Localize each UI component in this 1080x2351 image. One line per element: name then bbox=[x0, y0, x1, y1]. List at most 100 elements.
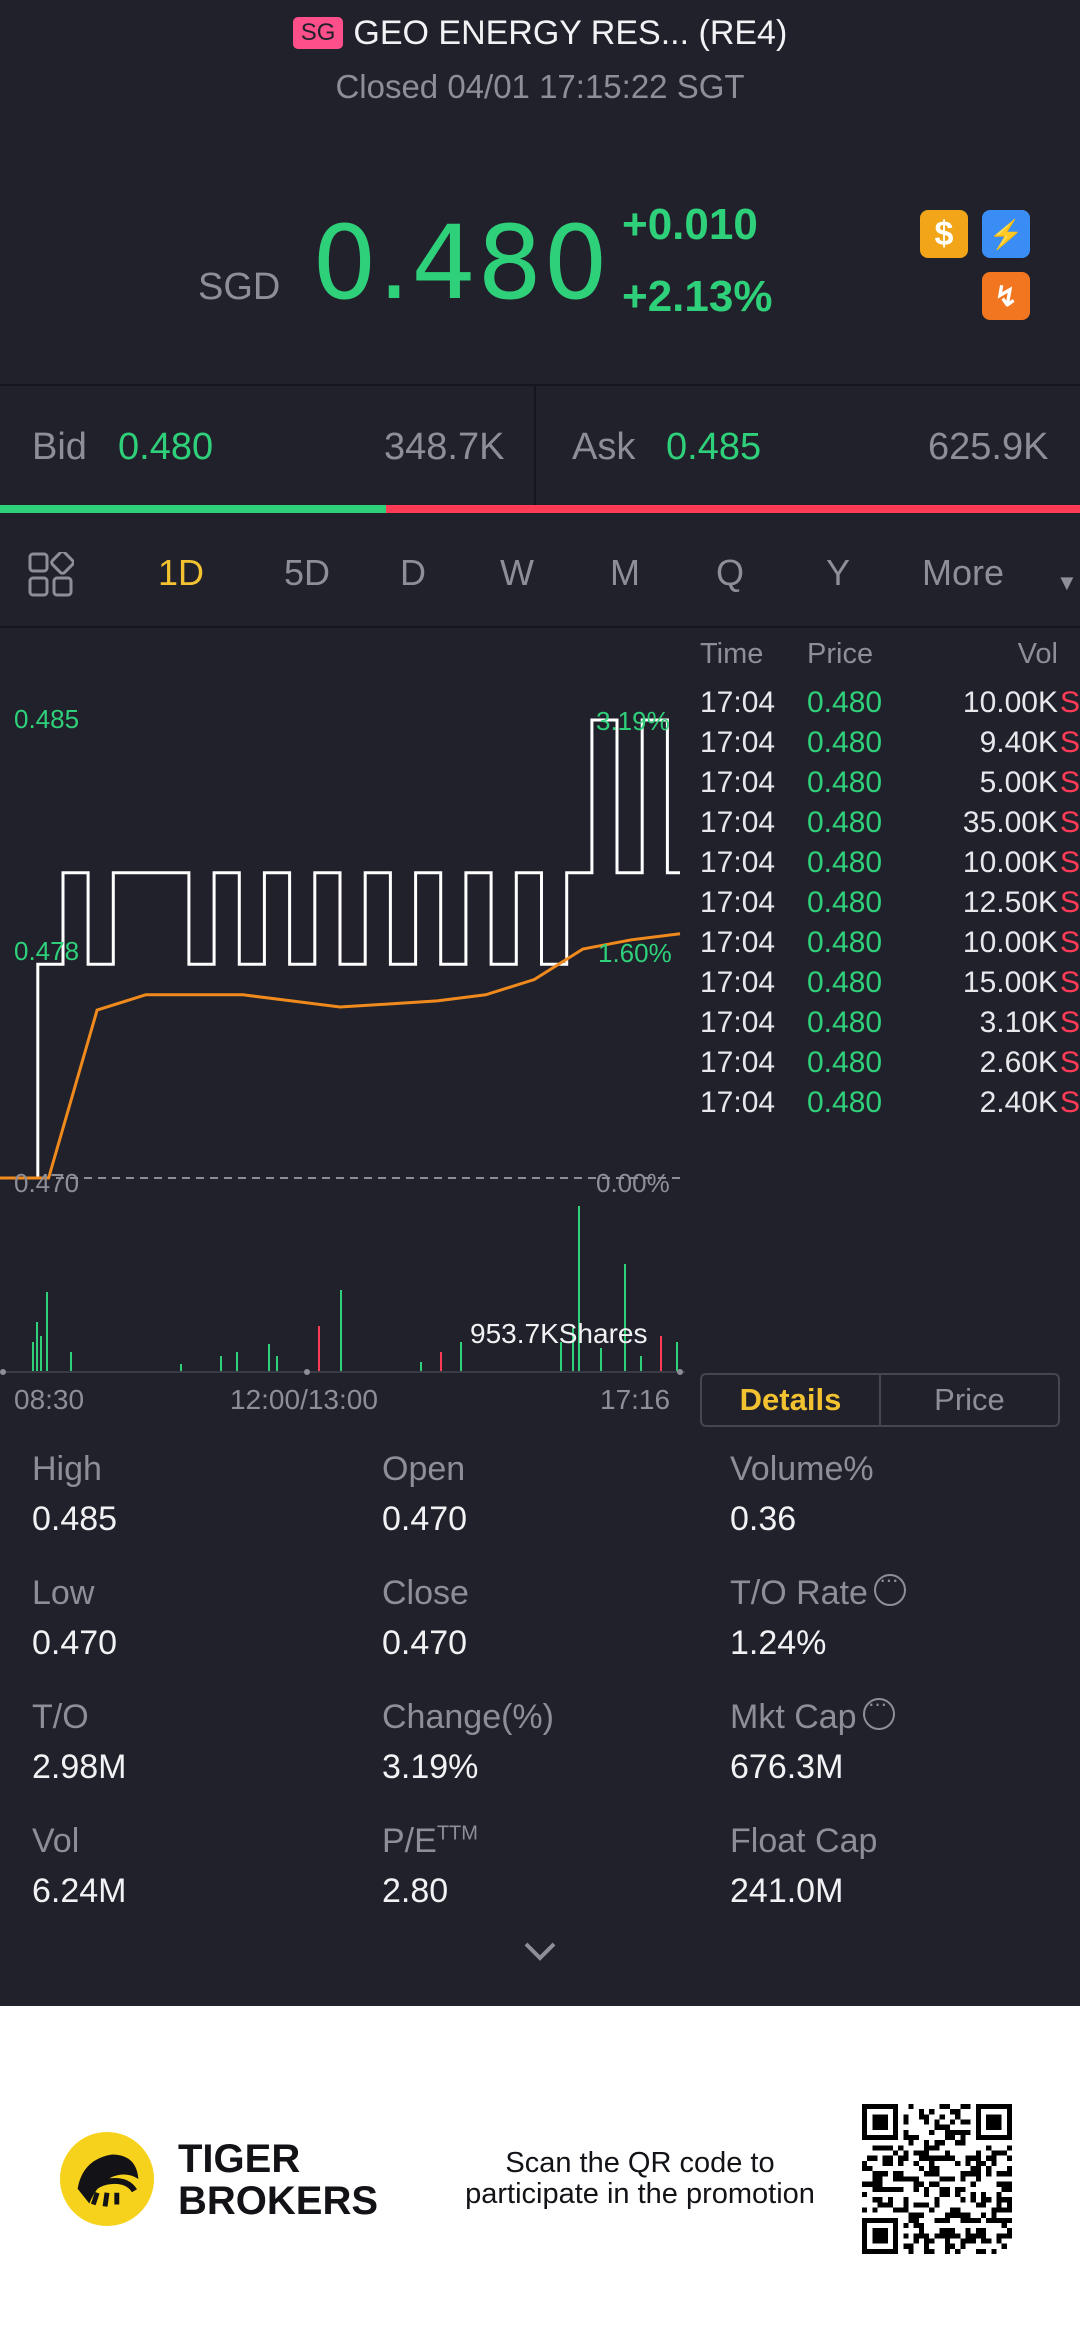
volume-bar bbox=[420, 1362, 422, 1372]
price-line bbox=[0, 718, 680, 1180]
tab-1d[interactable]: 1D bbox=[158, 552, 205, 593]
stat-change-label: Change(%) bbox=[382, 1698, 554, 1736]
info-icon[interactable] bbox=[873, 1567, 906, 1606]
flash-icon[interactable]: ⚡ bbox=[982, 210, 1030, 258]
segment-details[interactable]: Details bbox=[702, 1375, 881, 1425]
trade-time: 17:04 bbox=[700, 1006, 776, 1039]
y-label-high: 0.485 bbox=[14, 704, 80, 734]
stat-change-value: 3.19% bbox=[382, 1748, 479, 1786]
more-caret-icon[interactable]: ▼ bbox=[1056, 570, 1078, 595]
volume-bar bbox=[180, 1364, 182, 1372]
stat-float-cap-label: Float Cap bbox=[730, 1822, 878, 1860]
trade-vol: 2.60K bbox=[979, 1046, 1058, 1079]
intraday-chart[interactable] bbox=[0, 630, 690, 1380]
trade-vol: 3.10K bbox=[979, 1006, 1058, 1039]
volume-bar bbox=[40, 1336, 42, 1372]
bid-label: Bid bbox=[32, 426, 87, 468]
volume-bar bbox=[640, 1356, 642, 1372]
info-icon[interactable] bbox=[862, 1691, 895, 1730]
trade-price: 0.480 bbox=[807, 966, 883, 999]
period-tabs: 1D 5D D W M Q Y More ▼ bbox=[0, 530, 1080, 628]
trade-price: 0.480 bbox=[807, 766, 883, 799]
trade-row: 17:04 0.480 2.60K S bbox=[700, 1032, 1080, 1092]
pct-label-high: 3.19% bbox=[596, 706, 670, 736]
segment-price[interactable]: Price bbox=[934, 1382, 1005, 1417]
stat-pe-label: P/ETTM bbox=[382, 1822, 478, 1860]
trade-price: 0.480 bbox=[807, 686, 883, 719]
trade-price: 0.480 bbox=[807, 1046, 883, 1079]
volume-bars bbox=[32, 1206, 678, 1372]
stat-volume-pct-label: Volume% bbox=[730, 1450, 874, 1488]
brand-name: TIGER BROKERS bbox=[178, 2137, 379, 2223]
stat-mkt-cap-value: 676.3M bbox=[730, 1748, 844, 1786]
trade-time: 17:04 bbox=[700, 686, 776, 719]
trades-segment: Details Price bbox=[700, 1373, 1060, 1427]
trade-row: 17:04 0.480 10.00K S bbox=[700, 832, 1080, 892]
trade-row: 17:04 0.480 10.00K S bbox=[700, 912, 1080, 972]
stat-open-label: Open bbox=[382, 1450, 466, 1488]
tab-d[interactable]: D bbox=[400, 552, 426, 593]
grid-icon[interactable] bbox=[28, 552, 74, 598]
trade-time: 17:04 bbox=[700, 1046, 776, 1079]
trade-vol: 2.40K bbox=[979, 1086, 1058, 1119]
trade-side: S bbox=[1059, 886, 1080, 919]
col-time: Time bbox=[700, 638, 764, 670]
volume-bar bbox=[560, 1342, 562, 1372]
tab-more[interactable]: More bbox=[922, 552, 1005, 593]
time-label-close: 17:16 bbox=[600, 1384, 671, 1415]
tab-5d[interactable]: 5D bbox=[284, 552, 331, 593]
trade-row: 17:04 0.480 10.00K S bbox=[700, 672, 1080, 732]
trade-time: 17:04 bbox=[700, 1086, 776, 1119]
y-label-low: 0.470 bbox=[14, 1168, 80, 1198]
trade-side: S bbox=[1059, 1086, 1080, 1119]
trade-side: S bbox=[1059, 1046, 1080, 1079]
time-and-sales[interactable]: Time Price Vol 17:04 0.480 10.00K S 17:04 0.4… bbox=[700, 630, 1080, 1350]
tab-m[interactable]: M bbox=[610, 552, 640, 593]
pct-label-mid: 1.60% bbox=[598, 938, 672, 968]
stat-low-label: Low bbox=[32, 1574, 95, 1612]
ask-price: 0.485 bbox=[666, 426, 762, 468]
trade-price: 0.480 bbox=[807, 726, 883, 759]
change-absolute: +0.010 bbox=[622, 200, 758, 249]
axis-dot bbox=[304, 1369, 310, 1375]
trade-side: S bbox=[1059, 766, 1080, 799]
dollar-icon[interactable]: $ bbox=[920, 210, 968, 258]
stat-high-value: 0.485 bbox=[32, 1500, 118, 1538]
trade-row: 17:04 0.480 2.40K S bbox=[700, 1072, 1080, 1132]
chevron-down-icon[interactable] bbox=[520, 1936, 560, 1966]
bid-ask-bar[interactable]: Bid 0.480 348.7K Ask 0.485 625.9K bbox=[0, 384, 1080, 506]
stat-to-rate-label: T/O Rate bbox=[730, 1567, 906, 1613]
volume-bar bbox=[578, 1206, 580, 1372]
tiger-logo-icon bbox=[59, 2131, 155, 2227]
tab-q[interactable]: Q bbox=[716, 552, 745, 593]
trade-side: S bbox=[1059, 806, 1080, 839]
y-label-mid: 0.478 bbox=[14, 936, 80, 966]
col-price: Price bbox=[807, 638, 874, 670]
volume-bar bbox=[236, 1352, 238, 1372]
trend-icon[interactable]: ↯ bbox=[982, 272, 1030, 320]
trade-time: 17:04 bbox=[700, 926, 776, 959]
volume-bar bbox=[460, 1342, 462, 1372]
stat-to-value: 2.98M bbox=[32, 1748, 127, 1786]
volume-bar bbox=[70, 1352, 72, 1372]
average-line bbox=[0, 932, 681, 1180]
stat-close-label: Close bbox=[382, 1574, 469, 1612]
trade-vol: 10.00K bbox=[962, 926, 1058, 959]
tab-w[interactable]: W bbox=[500, 552, 534, 593]
trade-price: 0.480 bbox=[807, 926, 883, 959]
volume-bar bbox=[600, 1348, 602, 1372]
volume-bar bbox=[220, 1356, 222, 1372]
volume-bar bbox=[440, 1352, 442, 1372]
axis-dot bbox=[0, 1369, 6, 1375]
volume-bar bbox=[572, 1328, 574, 1372]
qr-code[interactable] bbox=[862, 2104, 1012, 2254]
tab-y[interactable]: Y bbox=[826, 552, 851, 593]
pct-label-low: 0.00% bbox=[596, 1168, 670, 1198]
trade-row: 17:04 0.480 35.00K S bbox=[700, 792, 1080, 852]
volume-bar bbox=[318, 1326, 320, 1372]
time-label-lunch: 12:00/13:00 bbox=[230, 1384, 378, 1415]
market-badge: SG bbox=[292, 17, 344, 49]
trade-side: S bbox=[1059, 726, 1080, 759]
trade-row: 17:04 0.480 9.40K S bbox=[700, 712, 1080, 772]
trade-side: S bbox=[1059, 966, 1080, 999]
